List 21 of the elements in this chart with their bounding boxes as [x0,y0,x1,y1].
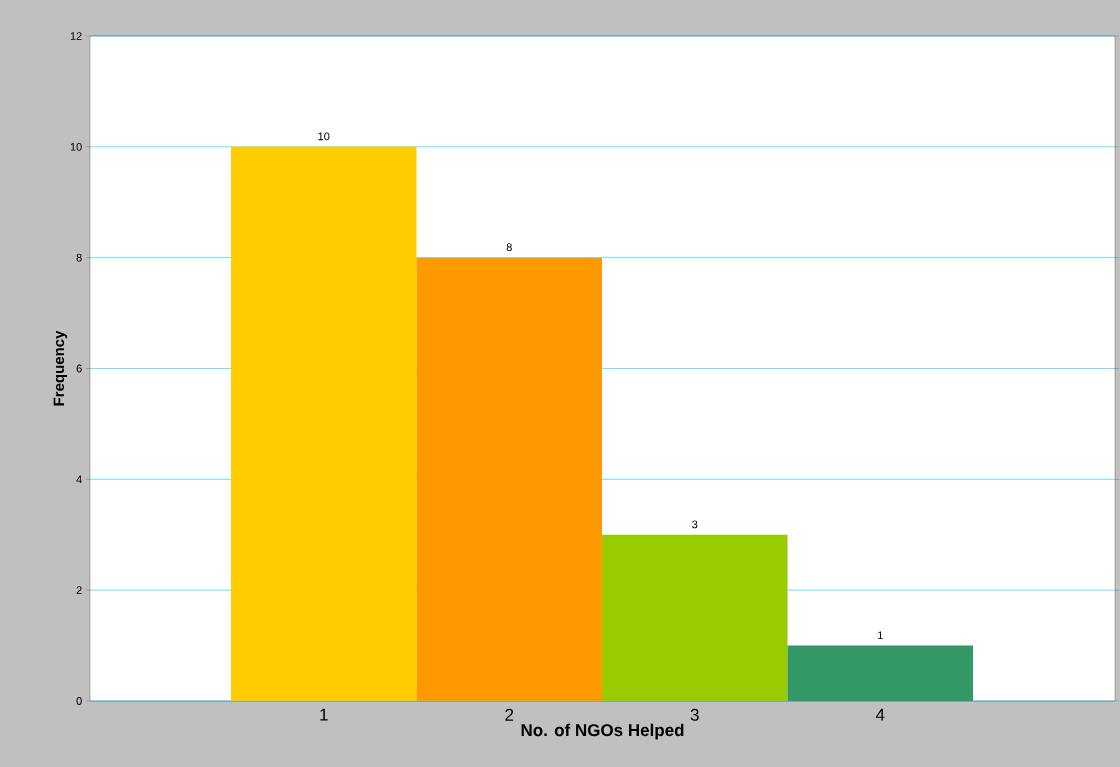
bar [602,534,788,701]
y-tick-label: 4 [76,475,82,484]
data-label: 1 [878,631,883,640]
data-label: 3 [692,520,698,529]
x-axis-title: No. of NGOs Helped [521,723,684,740]
y-tick-label: 10 [70,142,82,151]
x-tick-label: 2 [505,708,514,721]
y-tick-label: 2 [76,586,82,594]
y-tick-label: 8 [76,253,82,262]
y-tick-label: 0 [76,697,82,705]
data-label: 10 [318,132,330,141]
y-tick-label: 6 [76,364,82,373]
data-label: 8 [506,243,512,252]
x-tick-label: 4 [875,708,885,721]
y-axis-title: Frequency [53,330,68,406]
bar [231,146,417,701]
y-tick-label: 12 [70,32,82,40]
x-tick-label: 3 [690,708,699,721]
x-tick-label: 1 [320,708,328,721]
bar [416,257,603,701]
bar [787,645,974,701]
